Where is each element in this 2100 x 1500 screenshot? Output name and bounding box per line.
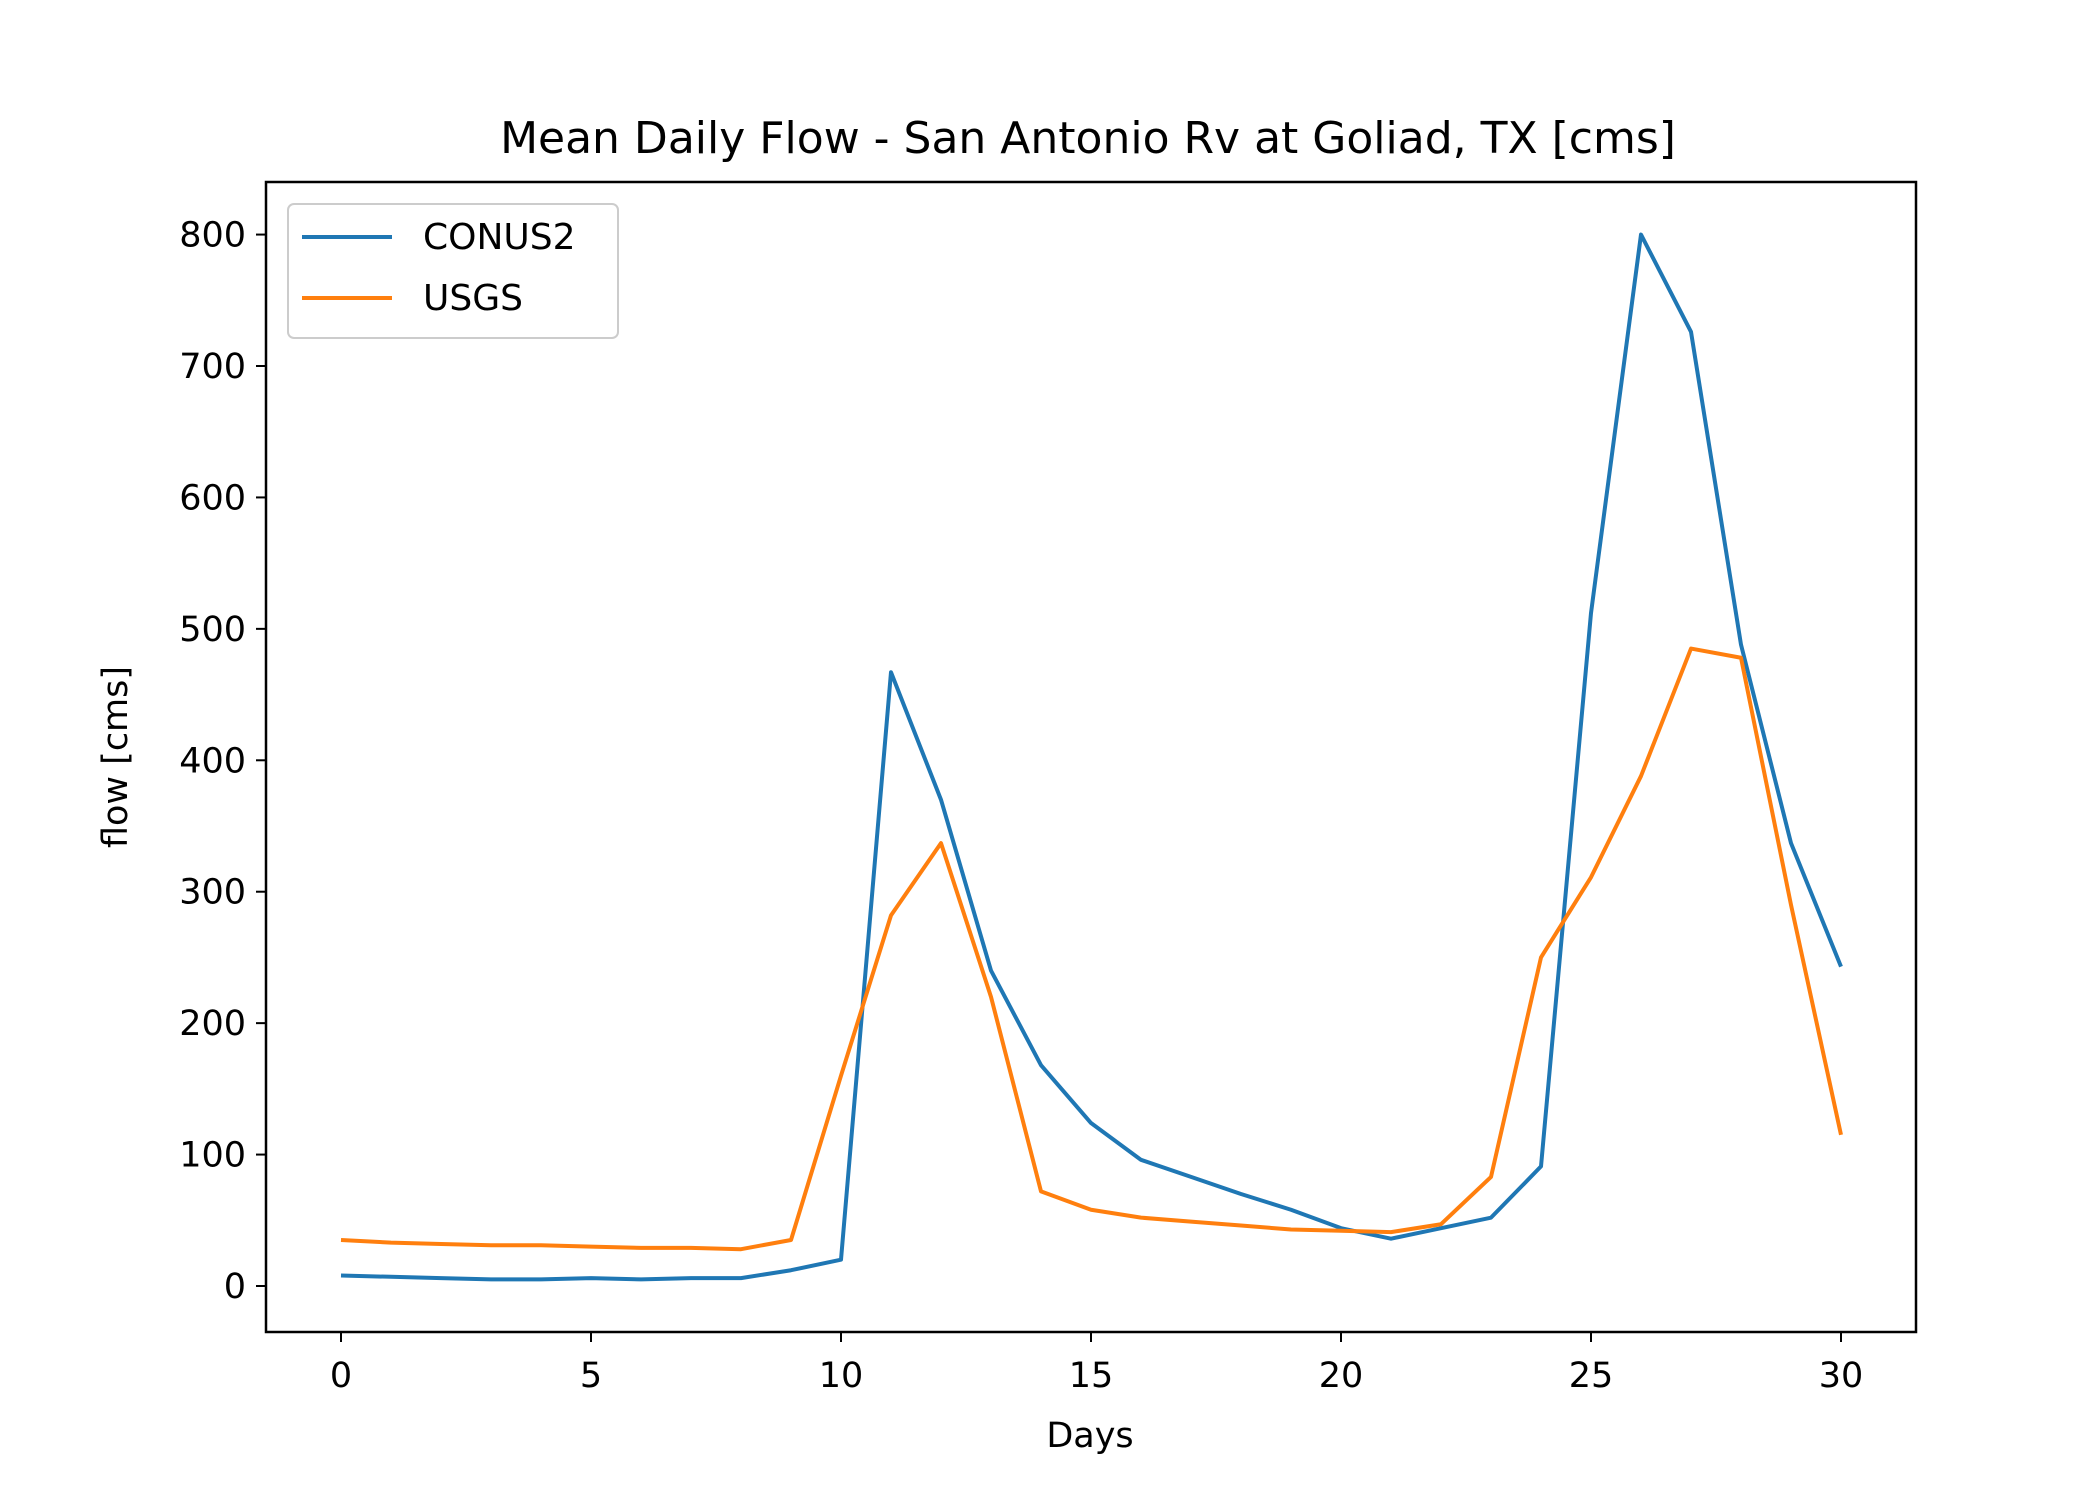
x-tick-label: 10 <box>819 1356 864 1396</box>
y-axis-label: flow [cms] <box>96 666 136 848</box>
x-tick-label: 20 <box>1319 1356 1364 1396</box>
y-tick-label: 400 <box>179 741 246 781</box>
x-tick-label: 5 <box>580 1356 602 1396</box>
y-tick-label: 800 <box>179 216 246 256</box>
legend-label-conus2: CONUS2 <box>423 217 576 258</box>
x-tick-label: 15 <box>1069 1356 1114 1396</box>
y-tick-label: 100 <box>179 1136 246 1176</box>
series-lines <box>340 232 1843 1282</box>
x-tick-label: 25 <box>1569 1356 1614 1396</box>
legend: CONUS2 USGS <box>287 203 619 339</box>
y-axis-ticks: 0 100 200 300 400 500 600 700 800 <box>179 216 266 1307</box>
legend-label-usgs: USGS <box>423 278 523 319</box>
x-axis-ticks: 0 5 10 15 20 25 30 <box>330 1332 1863 1396</box>
y-tick-label: 600 <box>179 478 246 518</box>
y-tick-label: 200 <box>179 1004 246 1044</box>
series-line-usgs <box>340 646 1843 1252</box>
x-tick-label: 0 <box>330 1356 352 1396</box>
x-axis-label: Days <box>1046 1416 1133 1456</box>
x-tick-label: 30 <box>1819 1356 1864 1396</box>
series-line-conus2 <box>340 232 1843 1282</box>
y-tick-label: 300 <box>179 873 246 913</box>
y-tick-label: 500 <box>179 610 246 650</box>
chart-title: Mean Daily Flow - San Antonio Rv at Goli… <box>500 113 1676 164</box>
y-tick-label: 700 <box>179 347 246 387</box>
plot-area: 0 5 10 15 20 25 30 0 100 200 300 400 500 600 700 800 <box>179 180 1918 1396</box>
y-tick-label: 0 <box>224 1267 246 1307</box>
